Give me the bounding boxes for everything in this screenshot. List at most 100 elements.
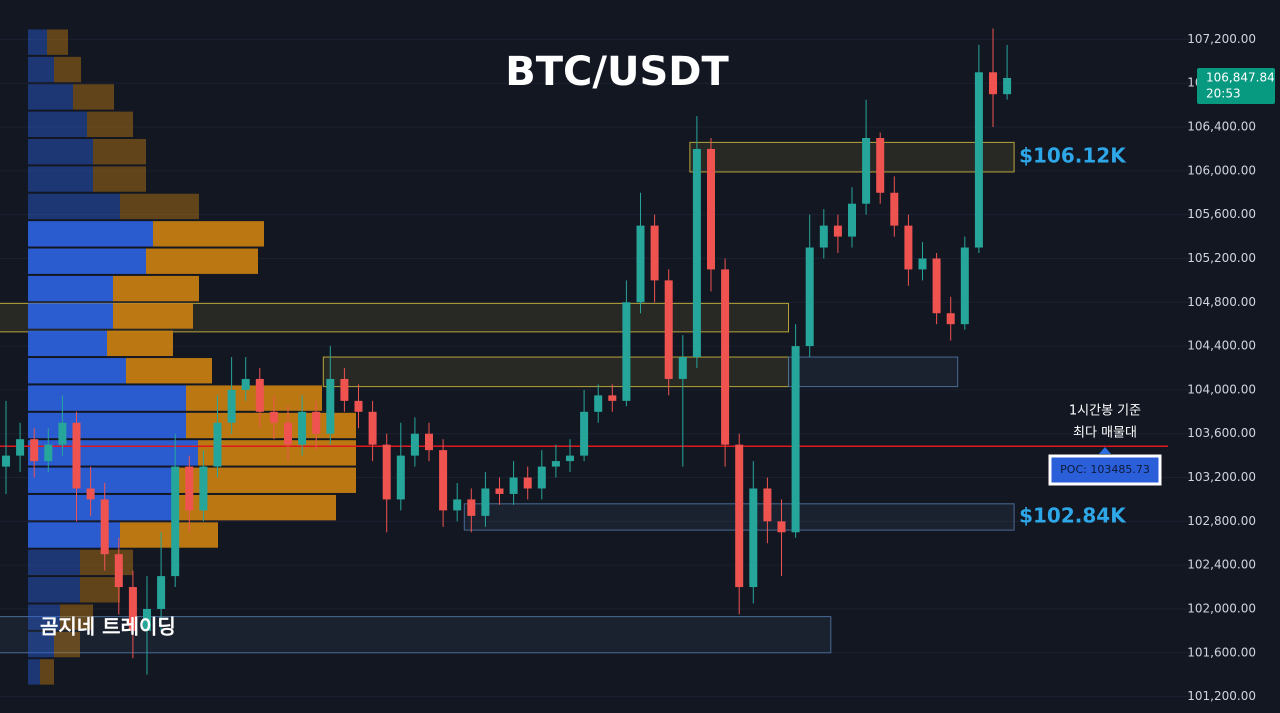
candle-body [594,395,603,412]
volume-sell [113,275,199,302]
candle-body [185,466,194,511]
volume-buy [28,549,80,576]
candle-body [128,587,137,631]
y-tick-label: 105,600.00 [1187,207,1256,221]
volume-buy [28,303,113,329]
y-tick-label: 106,000.00 [1187,163,1256,177]
volume-buy [28,412,186,439]
volume-sell [93,166,146,192]
candle-body [974,72,983,248]
candle-body [833,225,842,237]
candle-body [566,455,574,462]
y-tick-label: 104,800.00 [1187,295,1256,309]
zone-label: $102.84K [1019,503,1127,527]
candle-body [805,247,814,347]
candle-body [819,225,828,248]
y-tick-label: 107,200.00 [1187,32,1256,46]
y-tick-label: 101,200.00 [1187,689,1256,703]
candle-body [354,400,363,412]
candle-body [44,444,53,462]
volume-sell [40,659,54,685]
candle-body [453,499,462,511]
volume-sell [73,84,114,110]
overlay-layer: BTC/USDT 곰지네 트레이딩 1시간봉 기준 최다 매물대 101,200… [40,32,1275,703]
volume-buy [28,330,107,357]
last-price-time: 20:53 [1206,86,1241,100]
zone-label: $106.12K [1019,144,1127,168]
volume-buy [28,166,93,192]
volume-buy [28,84,73,110]
volume-buy [28,248,146,274]
volume-buy [28,358,126,384]
volume-sell [60,604,93,630]
candle-body [396,455,405,500]
poc-label: POC: 103485.73 [1060,463,1150,476]
volume-buy [28,193,120,220]
candle-body [467,499,476,516]
candle-body [848,203,856,237]
price-zone [788,356,959,388]
candle-body [410,433,419,456]
volume-buy [28,577,80,603]
candle-body [16,439,25,456]
volume-buy [28,604,60,630]
volume-buy [28,221,153,247]
candle-body [100,499,109,555]
y-tick-label: 102,800.00 [1187,514,1256,528]
candle-body [721,269,730,445]
candle-body [298,411,307,445]
candle-body [692,148,701,358]
candle-body [72,422,81,489]
candle-body [580,411,589,456]
poc-note: 최다 매물대 [1073,426,1137,441]
candle-body [368,411,377,445]
candle-body [763,488,772,522]
candle-body [284,422,292,445]
chart-title: BTC/USDT [505,49,729,95]
y-tick-label: 102,400.00 [1187,558,1256,572]
y-tick-label: 103,200.00 [1187,470,1256,484]
y-tick-label: 106,400.00 [1187,120,1256,134]
volume-buy [28,56,54,83]
volume-buy [28,275,113,302]
last-price-tag [1197,67,1275,104]
candle-body [735,444,744,588]
volume-sell [80,577,120,603]
y-tick-label: 104,400.00 [1187,339,1256,353]
volume-sell [93,139,146,165]
candle-body [157,576,166,609]
candle-body [227,389,236,423]
candle-body [777,521,786,533]
poc-note: 1시간봉 기준 [1069,404,1141,419]
candle-body [918,258,927,270]
candle-body [114,554,123,588]
volume-sell [113,303,193,329]
candle-body [707,148,715,270]
candle-body [495,488,504,494]
candle-body [650,225,659,281]
volume-buy [28,659,40,685]
volume-sell [107,330,173,357]
candle-body [340,378,349,401]
volume-sell [47,29,68,55]
volume-sell [198,440,356,466]
candle-body [862,138,871,204]
volume-buy [28,494,172,521]
volume-buy [28,631,54,658]
last-price-label: 106,847.84 [1206,70,1275,84]
volume-sell [87,111,133,137]
volume-buy [28,29,47,55]
candle-body [2,455,10,467]
y-tick-label: 104,000.00 [1187,382,1256,396]
volume-sell [172,494,336,521]
candle-body [537,466,546,489]
price-zone [322,356,789,388]
candle-body [269,411,278,423]
candle-body [989,72,997,95]
plot-layer [0,28,1190,698]
candle-body [382,444,391,500]
candle-body [255,378,264,412]
candle-body [749,488,758,588]
volume-sell [120,193,199,220]
